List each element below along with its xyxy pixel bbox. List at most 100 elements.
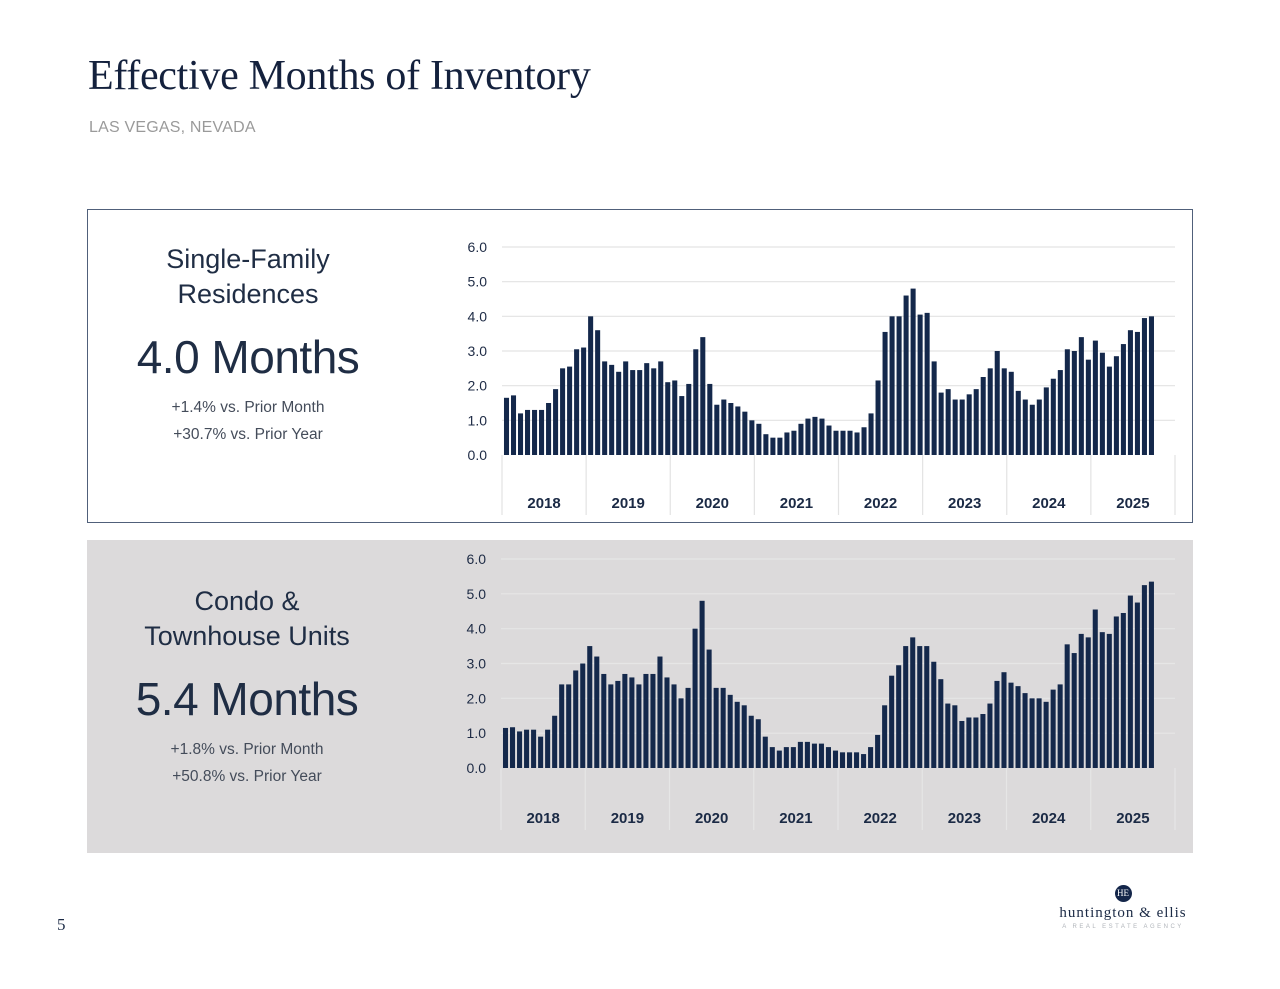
bar xyxy=(1001,672,1007,768)
bar xyxy=(1022,399,1028,455)
y-tick-label: 4.0 xyxy=(467,621,487,637)
bar xyxy=(1001,368,1007,455)
bar xyxy=(636,684,642,768)
bar xyxy=(854,432,860,455)
bar xyxy=(910,637,916,768)
bar xyxy=(510,727,516,768)
brand-name: huntington & ellis xyxy=(1059,905,1187,921)
bar xyxy=(1085,359,1091,455)
bar xyxy=(510,395,517,455)
bar xyxy=(1029,698,1035,768)
bar xyxy=(1099,632,1105,768)
bar xyxy=(931,361,937,455)
bar xyxy=(1015,390,1021,455)
bar xyxy=(903,646,909,768)
bar xyxy=(889,316,895,455)
category-label-line2: Townhouse Units xyxy=(144,621,350,651)
y-tick-label: 3.0 xyxy=(468,343,488,359)
bar xyxy=(503,397,510,455)
bar xyxy=(762,736,768,768)
bar xyxy=(945,703,951,768)
bar xyxy=(657,656,663,768)
bar xyxy=(783,747,789,768)
bar xyxy=(1120,344,1126,455)
bar xyxy=(1064,644,1070,768)
bar xyxy=(728,403,734,455)
bar xyxy=(651,368,657,455)
y-tick-label: 1.0 xyxy=(467,725,487,741)
bar xyxy=(644,363,650,455)
bar xyxy=(602,361,608,455)
bar xyxy=(826,425,832,455)
bar xyxy=(692,628,698,768)
bar xyxy=(804,741,810,768)
bar xyxy=(861,427,867,455)
category-label-line1: Single-Family xyxy=(166,244,330,274)
bar xyxy=(615,680,621,768)
bar xyxy=(720,687,726,768)
bar xyxy=(798,423,804,455)
x-tick-label: 2022 xyxy=(864,495,897,512)
x-tick-label: 2023 xyxy=(948,810,981,827)
bar xyxy=(587,646,593,768)
bar xyxy=(776,750,782,768)
bar xyxy=(749,420,755,455)
bar xyxy=(797,741,803,768)
bar xyxy=(1148,581,1154,768)
bar xyxy=(734,701,740,768)
bar xyxy=(938,679,944,768)
bar xyxy=(1078,337,1084,455)
bar xyxy=(573,670,579,768)
bar xyxy=(854,752,860,768)
panel-single-family: Single-Family Residences 4.0 Months +1.4… xyxy=(87,209,1193,523)
bar xyxy=(818,743,824,768)
bar xyxy=(559,684,565,768)
bar xyxy=(574,349,580,455)
category-label-line1: Condo & xyxy=(194,586,300,616)
bar xyxy=(700,337,706,455)
y-tick-label: 4.0 xyxy=(468,308,488,324)
bar xyxy=(769,747,775,768)
bar xyxy=(629,677,635,768)
bar xyxy=(868,747,874,768)
headline-value: 5.4 Months xyxy=(135,673,359,725)
bar xyxy=(664,677,670,768)
bar xyxy=(650,673,656,768)
x-tick-label: 2019 xyxy=(612,495,645,512)
bar xyxy=(973,717,979,768)
bar xyxy=(1134,331,1140,455)
bar xyxy=(517,731,523,768)
bar xyxy=(643,673,649,768)
x-tick-label: 2018 xyxy=(527,495,560,512)
bar xyxy=(524,729,530,768)
bar xyxy=(805,418,811,455)
y-tick-label: 2.0 xyxy=(468,378,488,394)
bar xyxy=(875,734,881,768)
bar xyxy=(601,673,607,768)
bar xyxy=(868,413,874,455)
bar xyxy=(532,409,538,455)
bar xyxy=(595,330,601,455)
bar xyxy=(1008,371,1014,455)
bar xyxy=(994,351,1000,455)
bar xyxy=(790,747,796,768)
x-tick-label: 2023 xyxy=(948,495,981,512)
x-tick-label: 2021 xyxy=(780,495,813,512)
bar xyxy=(545,729,551,768)
bar xyxy=(966,394,972,455)
bar xyxy=(959,720,965,768)
x-tick-label: 2018 xyxy=(526,810,559,827)
bar xyxy=(756,423,762,455)
bar xyxy=(1008,682,1014,768)
bar xyxy=(763,434,769,455)
bar xyxy=(1134,602,1140,768)
bar xyxy=(924,312,930,455)
bar xyxy=(679,396,685,455)
x-tick-label: 2025 xyxy=(1116,495,1149,512)
bar xyxy=(833,430,839,455)
bar xyxy=(665,382,671,455)
x-tick-label: 2024 xyxy=(1032,495,1066,512)
x-tick-label: 2020 xyxy=(696,495,729,512)
bar-chart-condo-townhouse: 0.0 1.0 2.0 3.0 4.0 5.0 6.0 2018 2019 2020 2021 202… xyxy=(467,551,1176,830)
bar xyxy=(630,370,636,455)
